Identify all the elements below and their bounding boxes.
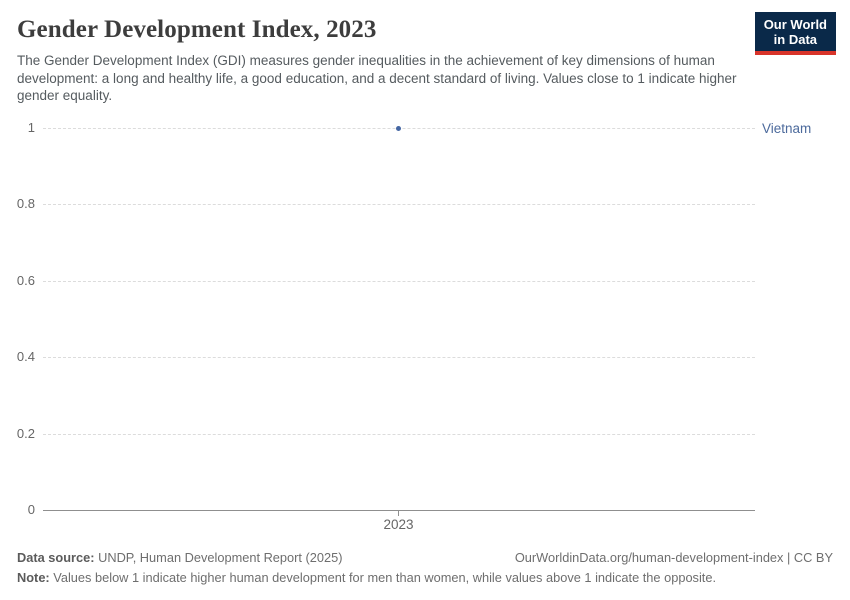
chart-footer: Data source: UNDP, Human Development Rep… bbox=[17, 548, 833, 588]
owid-logo[interactable]: Our World in Data bbox=[754, 12, 836, 55]
owid-logo-line1: Our World bbox=[763, 17, 827, 32]
footer-row-source: Data source: UNDP, Human Development Rep… bbox=[17, 548, 833, 568]
data-source-label: Data source: bbox=[17, 550, 95, 565]
note-value: Values below 1 indicate higher human dev… bbox=[49, 570, 717, 585]
x-tick-mark-2023 bbox=[398, 511, 399, 516]
chart-subtitle: The Gender Development Index (GDI) measu… bbox=[17, 53, 737, 103]
y-tick-label-0: 0 bbox=[27, 502, 35, 517]
gridline bbox=[43, 204, 755, 205]
x-tick-label-2023: 2023 bbox=[383, 517, 414, 532]
owid-logo-line2: in Data bbox=[773, 32, 818, 47]
x-axis-line bbox=[43, 510, 755, 511]
note-line: Note: Values below 1 indicate higher hum… bbox=[17, 570, 716, 585]
footer-row-note: Note: Values below 1 indicate higher hum… bbox=[17, 568, 833, 588]
data-point-vietnam-2023[interactable] bbox=[396, 126, 401, 131]
gridline bbox=[43, 281, 755, 282]
y-tick-label-0.6: 0.6 bbox=[16, 273, 35, 288]
y-tick-label-0.8: 0.8 bbox=[16, 196, 35, 211]
y-tick-label-0.2: 0.2 bbox=[16, 426, 35, 441]
page-title: Gender Development Index, 2023 bbox=[17, 16, 377, 43]
y-tick-label-1.0: 1 bbox=[27, 120, 35, 135]
y-tick-label-0.4: 0.4 bbox=[16, 349, 35, 364]
gridline bbox=[43, 357, 755, 358]
gridline bbox=[43, 434, 755, 435]
owid-credit-link[interactable]: OurWorldinData.org/human-development-ind… bbox=[514, 550, 833, 565]
series-label-vietnam[interactable]: Vietnam bbox=[762, 121, 812, 136]
data-source-value: UNDP, Human Development Report (2025) bbox=[94, 550, 343, 565]
data-source-line: Data source: UNDP, Human Development Rep… bbox=[17, 548, 343, 568]
note-label: Note: bbox=[17, 570, 50, 585]
